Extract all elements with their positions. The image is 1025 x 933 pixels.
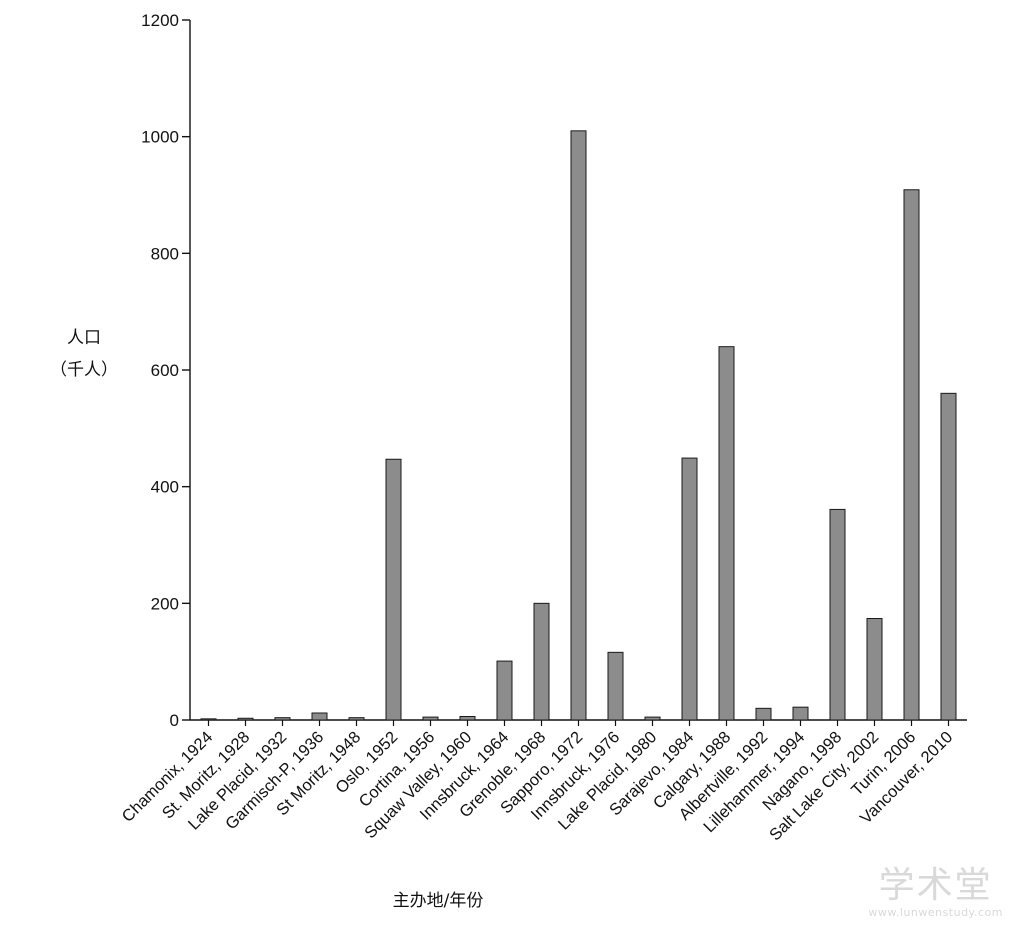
bar [755,707,772,721]
bar [496,660,513,721]
bar [792,706,809,721]
bar [385,458,402,721]
y-tick-label: 600 [151,361,179,380]
bar [903,189,920,721]
bar [644,716,661,721]
y-tick-label: 1200 [141,11,179,30]
bar [681,457,698,721]
bar [533,602,550,721]
bar [829,508,846,721]
bar [200,718,217,721]
x-axis [190,719,967,726]
bar [348,717,365,721]
watermark-text: 学术堂 [878,865,993,906]
y-axis-title-line1: 人口 [67,328,101,348]
bar [866,618,883,721]
bar [237,717,254,721]
watermark: 学术堂 www.lunwenstudy.com [868,865,1003,920]
bar [940,392,957,721]
bar [311,712,328,721]
bar [570,130,587,721]
watermark-url: www.lunwenstudy.com [868,906,1003,919]
bar [459,716,476,721]
bar [607,651,624,721]
y-tick-label: 800 [151,244,179,263]
bar [718,346,735,721]
bar [274,717,291,721]
bar [422,716,439,721]
y-tick-label: 0 [170,711,179,730]
y-axis: 0 200 400 600 800 1000 1200 [141,11,191,730]
y-tick-label: 400 [151,478,179,497]
y-axis-title-line2: （千人） [50,360,118,380]
y-tick-label: 200 [151,594,179,613]
bars [200,130,957,721]
x-axis-title: 主办地/年份 [393,891,484,911]
y-tick-label: 1000 [141,128,179,147]
